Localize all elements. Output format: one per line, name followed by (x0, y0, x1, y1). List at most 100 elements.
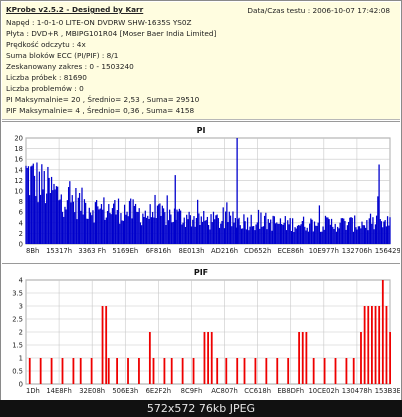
pi-x-tick-label: 132706h (342, 247, 372, 255)
pif-y-tick-label: 2 (19, 329, 23, 337)
pi-x-tick-label: 5169Eh (112, 247, 138, 255)
pif-chart: 0 0.5 1 1.5 2 2.5 3 3.5 4 1Dh 14E8Fh 32E08h 506E3h 6E… (12, 277, 400, 396)
pi-y-tick-label: 6 (19, 209, 23, 217)
pi-chart-title: PI (196, 126, 206, 135)
pif-bar (287, 358, 290, 384)
pif-x-tick-label: 10CE02h (308, 387, 339, 395)
pif-bar (363, 306, 366, 384)
pif-y-tick-label: 0.5 (12, 368, 23, 376)
pif-x-tick-label: 153B3Eh (375, 387, 400, 395)
pi-x-tick-label: 3363 Fh (78, 247, 106, 255)
pif-series (28, 280, 391, 384)
pi-x-tick-label: 156429h (375, 247, 400, 255)
pif-bar (116, 358, 118, 384)
pif-x-tick-label: 32E08h (79, 387, 105, 395)
pif-chart-panel: PIF 0 0.5 1 1.5 2 2.5 3 3.5 4 1Dh 14E8Fh 32E08h 506E… (2, 263, 400, 401)
pif-bar (254, 358, 257, 384)
info-problems: Liczba problemów : 0 (6, 84, 84, 93)
pif-bar (203, 332, 206, 384)
pif-x-tick-label: EB8DFh (277, 387, 304, 395)
pif-x-tick-label: 130478h (342, 387, 372, 395)
info-ecc-blocks: Suma bloków ECC (PI/PIF) : 8/1 (6, 51, 119, 60)
pif-bar (148, 332, 151, 384)
pi-y-tick-label: 10 (14, 188, 23, 196)
pif-bar (265, 358, 268, 384)
pi-y-tick-label: 14 (14, 166, 23, 174)
pif-bar (345, 358, 348, 384)
pi-y-tick-label: 18 (14, 145, 23, 153)
pi-x-tick-label: 8Bh (26, 247, 39, 255)
pif-bar (381, 280, 384, 384)
pif-bar (367, 306, 370, 384)
pif-bar (138, 358, 140, 384)
pif-bar (192, 358, 195, 384)
pif-bar (50, 358, 53, 384)
pif-y-tick-label: 2.5 (12, 316, 23, 324)
pif-bar (216, 358, 219, 384)
pi-x-tick-label: ECE86h (278, 247, 304, 255)
pif-y-tick-label: 3 (19, 303, 23, 311)
pif-bar (312, 358, 315, 384)
pif-bar (301, 332, 304, 384)
pi-y-tick-label: 8 (19, 198, 23, 206)
pi-chart-panel: PI 0 2 4 6 8 10 12 14 16 18 20 8Bh 15317h 3363 Fh 5169… (2, 121, 400, 261)
pi-series (25, 138, 391, 244)
info-disc: Płyta : DVD+R , MBIPG101R04 [Moser Baer … (6, 29, 217, 38)
pif-bar (170, 358, 173, 384)
pif-bar (105, 306, 108, 384)
pif-bar (72, 358, 75, 384)
app-title: KProbe v2.5.2 - Designed by Karr (6, 5, 144, 14)
pif-bar (298, 332, 300, 384)
pi-x-tick-label: CD652h (244, 247, 271, 255)
pif-x-tick-label: 14E8Fh (46, 387, 72, 395)
pif-bar (276, 358, 279, 384)
pif-bar (127, 358, 129, 384)
pif-bar (79, 358, 82, 384)
pif-bar (207, 332, 209, 384)
pi-x-tick-label: 6F816h (146, 247, 172, 255)
test-datetime: Data/Czas testu : 2006-10-07 17:42:08 (247, 6, 390, 15)
pif-bar (101, 306, 104, 384)
pif-x-tick-label: 6E2F2h (146, 387, 172, 395)
pif-bar (210, 332, 213, 384)
pi-y-tick-label: 0 (19, 241, 23, 249)
pif-x-tick-label: CC618h (244, 387, 271, 395)
pif-x-tick-label: AC807h (211, 387, 238, 395)
pif-bar (352, 358, 355, 384)
pif-bar (28, 358, 31, 384)
info-drive: Napęd : 1-0-1-0 LITE-ON DVDRW SHW-1635S … (6, 18, 192, 27)
pi-chart: 0 2 4 6 8 10 12 14 16 18 20 8Bh 15317h 3363 Fh 5169Eh 6… (14, 135, 400, 256)
pif-bar (385, 306, 388, 384)
pif-y-tick-label: 0 (19, 381, 23, 389)
pi-y-tick-label: 2 (19, 230, 23, 238)
pif-bar (152, 358, 155, 384)
pif-bar (243, 358, 246, 384)
pif-chart-title: PIF (193, 268, 209, 277)
pif-bar (389, 332, 391, 384)
pif-bar (163, 358, 166, 384)
pif-bar (107, 358, 110, 384)
pi-y-tick-label: 12 (14, 177, 23, 185)
pif-bar (371, 306, 373, 384)
pif-y-tick-label: 1.5 (12, 342, 23, 350)
pif-bar (236, 358, 239, 384)
pif-bar (360, 332, 362, 384)
pif-y-tick-label: 1 (19, 355, 23, 363)
pif-bar (305, 332, 308, 384)
pif-bar (334, 358, 337, 384)
pif-x-tick-label: 506E3h (112, 387, 138, 395)
info-pif-summary: PIF Maksymalnie= 4 , Średnio= 0,36 , Sum… (6, 106, 195, 115)
pif-bar (181, 358, 184, 384)
pif-bar (61, 358, 64, 384)
pi-y-tick-label: 20 (14, 135, 23, 143)
pi-x-tick-label: 15317h (46, 247, 72, 255)
pif-bar (39, 358, 42, 384)
pif-bar (323, 358, 326, 384)
pif-y-tick-label: 4 (19, 277, 23, 285)
pi-x-tick-label: AD216h (211, 247, 238, 255)
info-samples: Liczba próbek : 81690 (6, 73, 87, 82)
pi-x-tick-label: 8E013h (179, 247, 205, 255)
pi-y-tick-label: 16 (14, 156, 23, 164)
pif-bar (225, 358, 228, 384)
pi-y-tick-label: 4 (19, 219, 23, 227)
